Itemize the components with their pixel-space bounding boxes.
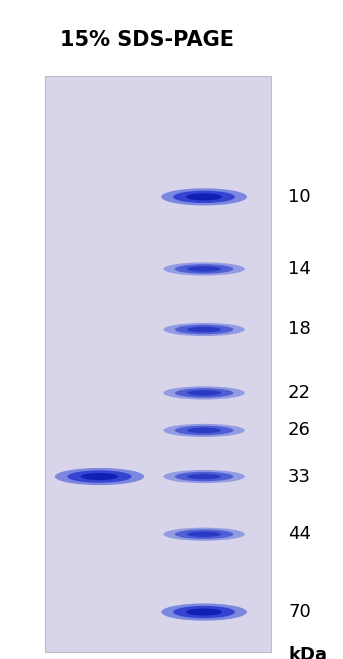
- Text: 10: 10: [288, 188, 311, 206]
- Text: kDa: kDa: [288, 646, 327, 659]
- FancyBboxPatch shape: [45, 76, 271, 652]
- Ellipse shape: [175, 388, 233, 397]
- Ellipse shape: [163, 262, 245, 275]
- Ellipse shape: [163, 424, 245, 437]
- Ellipse shape: [81, 473, 118, 480]
- Text: 33: 33: [288, 467, 311, 486]
- Ellipse shape: [186, 608, 222, 616]
- Ellipse shape: [175, 325, 233, 334]
- Ellipse shape: [173, 606, 235, 618]
- Ellipse shape: [175, 264, 233, 273]
- Ellipse shape: [187, 428, 221, 433]
- Ellipse shape: [55, 468, 144, 485]
- Ellipse shape: [163, 323, 245, 336]
- Ellipse shape: [175, 529, 233, 539]
- Ellipse shape: [187, 474, 221, 479]
- Ellipse shape: [187, 266, 221, 272]
- Ellipse shape: [163, 528, 245, 541]
- Text: 22: 22: [288, 384, 311, 402]
- Ellipse shape: [186, 193, 222, 200]
- Ellipse shape: [175, 472, 233, 481]
- Text: 18: 18: [288, 320, 311, 339]
- Ellipse shape: [163, 470, 245, 483]
- Text: 44: 44: [288, 525, 311, 543]
- Ellipse shape: [173, 190, 235, 203]
- Ellipse shape: [175, 426, 233, 435]
- Ellipse shape: [67, 471, 132, 482]
- Text: 15% SDS-PAGE: 15% SDS-PAGE: [60, 30, 235, 49]
- Ellipse shape: [161, 188, 247, 206]
- Ellipse shape: [187, 327, 221, 332]
- Text: 14: 14: [288, 260, 311, 278]
- Ellipse shape: [163, 386, 245, 399]
- Ellipse shape: [187, 390, 221, 395]
- Text: 26: 26: [288, 421, 311, 440]
- Text: 70: 70: [288, 603, 311, 621]
- Ellipse shape: [161, 604, 247, 621]
- Ellipse shape: [187, 531, 221, 537]
